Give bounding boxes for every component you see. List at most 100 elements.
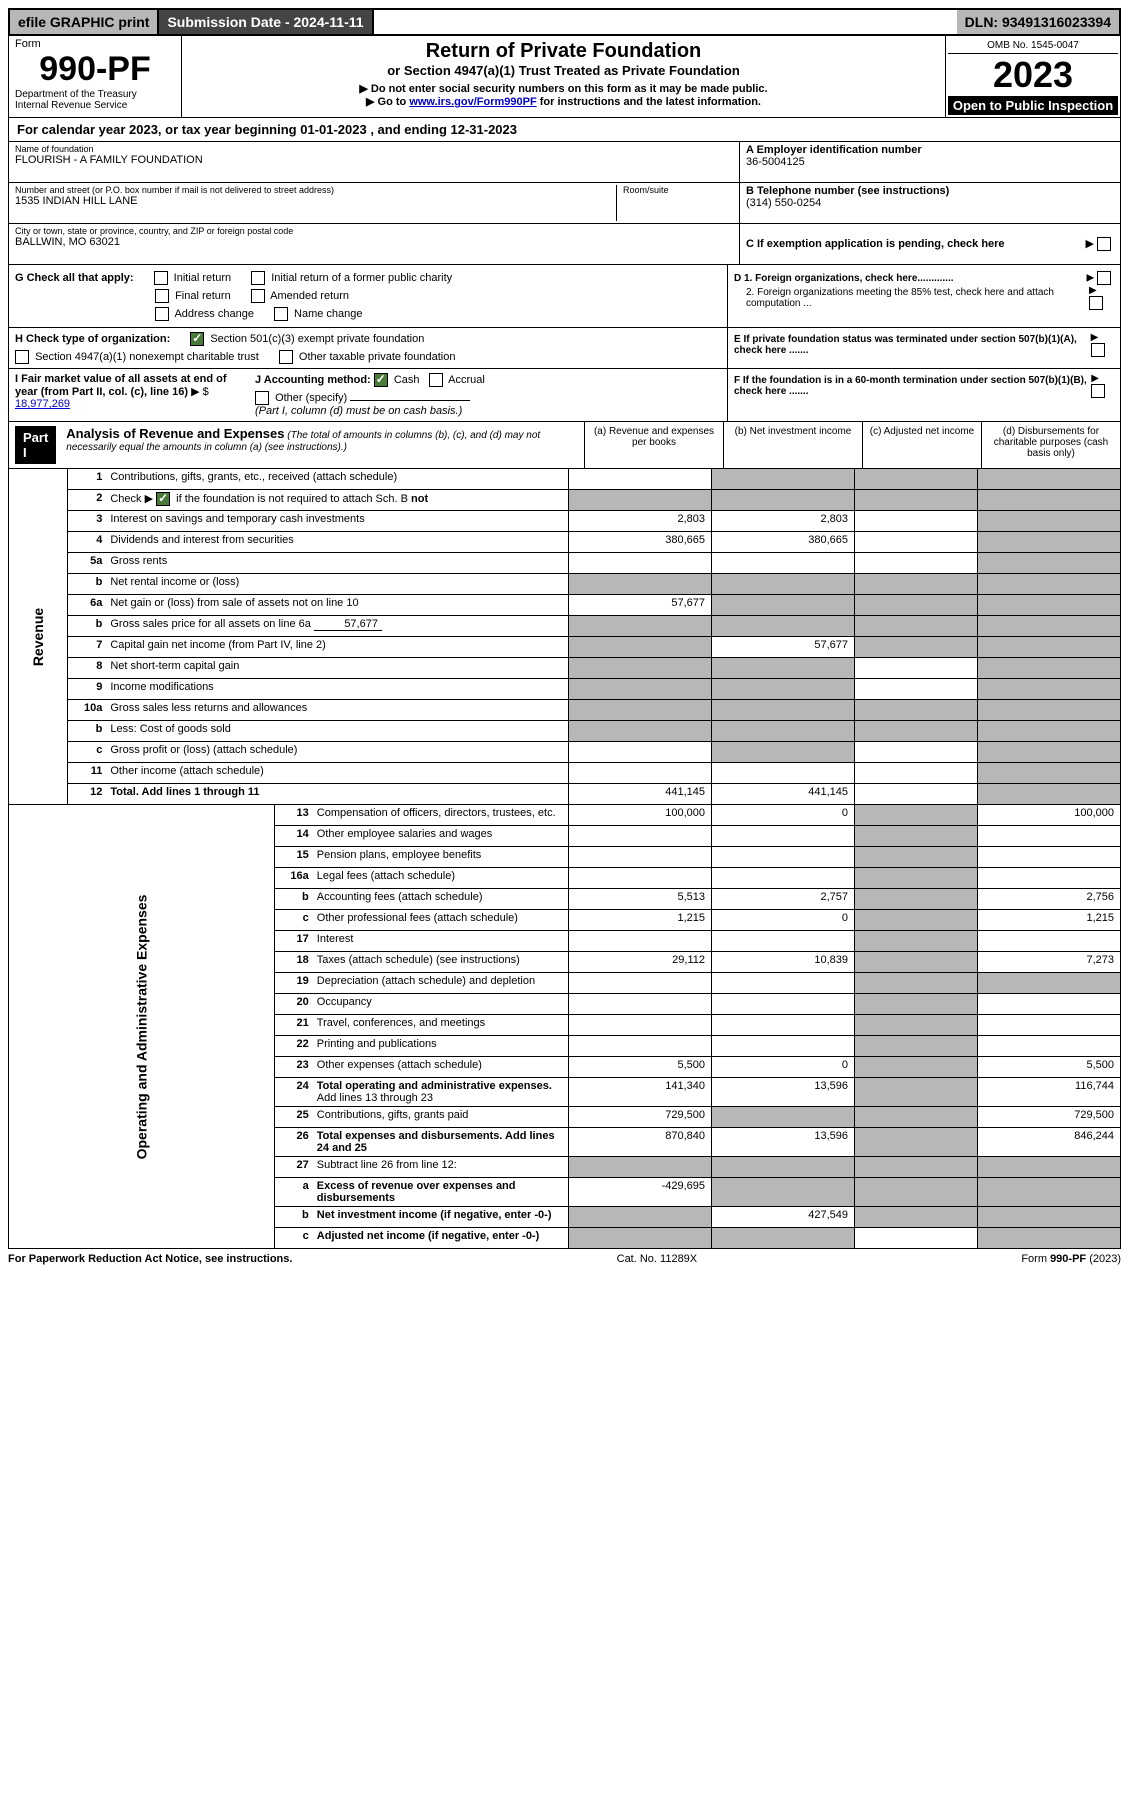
form-header: Form 990-PF Department of the Treasury I… — [8, 36, 1121, 118]
l23b: 0 — [711, 1057, 854, 1077]
d1-label: D 1. Foreign organizations, check here..… — [734, 273, 954, 284]
f-checkbox[interactable] — [1091, 384, 1105, 398]
phone: (314) 550-0254 — [746, 197, 1114, 209]
l25d: 729,500 — [977, 1107, 1120, 1127]
f-label: F If the foundation is in a 60-month ter… — [734, 375, 1091, 397]
c-checkbox[interactable] — [1097, 237, 1111, 251]
i-amt-pre: ▶ $ — [191, 386, 209, 398]
l4b: 380,665 — [711, 532, 854, 552]
l1: Contributions, gifts, grants, etc., rece… — [106, 469, 568, 489]
foundation-name: FLOURISH - A FAMILY FOUNDATION — [15, 154, 733, 166]
j-other-line — [350, 400, 470, 401]
j-other-checkbox[interactable] — [255, 391, 269, 405]
l16b: Accounting fees (attach schedule) — [313, 889, 568, 909]
address: 1535 INDIAN HILL LANE — [15, 195, 610, 207]
form990pf-link[interactable]: www.irs.gov/Form990PF — [409, 96, 536, 108]
l10b: Less: Cost of goods sold — [106, 721, 568, 741]
l2-checkbox[interactable] — [156, 492, 170, 506]
j-note: (Part I, column (d) must be on cash basi… — [255, 405, 485, 417]
h-4947-checkbox[interactable] — [15, 350, 29, 364]
h-501-checkbox[interactable] — [190, 332, 204, 346]
revenue-table: Revenue 1Contributions, gifts, grants, e… — [8, 469, 1121, 805]
e-checkbox[interactable] — [1091, 343, 1105, 357]
l16ba: 5,513 — [568, 889, 711, 909]
omb: OMB No. 1545-0047 — [948, 38, 1118, 54]
g-amended-checkbox[interactable] — [251, 289, 265, 303]
e-label: E If private foundation status was termi… — [734, 334, 1091, 356]
d1-checkbox[interactable] — [1097, 271, 1111, 285]
j-label: J Accounting method: — [255, 374, 371, 386]
l18a: 29,112 — [568, 952, 711, 972]
c-row: C If exemption application is pending, c… — [740, 224, 1120, 264]
g-addr: Address change — [174, 308, 254, 320]
j-cash-checkbox[interactable] — [374, 373, 388, 387]
l23: Other expenses (attach schedule) — [313, 1057, 568, 1077]
calendar-year: For calendar year 2023, or tax year begi… — [8, 118, 1121, 142]
name-label: Name of foundation — [15, 144, 733, 154]
l27bb: 427,549 — [711, 1207, 854, 1227]
revenue-side-label: Revenue — [9, 469, 68, 804]
phone-row: B Telephone number (see instructions) (3… — [740, 183, 1120, 224]
year-box: OMB No. 1545-0047 2023 Open to Public In… — [946, 36, 1120, 117]
l27aa: -429,695 — [568, 1178, 711, 1206]
l26a: 870,840 — [568, 1128, 711, 1156]
l10a: Gross sales less returns and allowances — [106, 700, 568, 720]
j-section: J Accounting method: Cash Accrual Other … — [255, 373, 485, 417]
l16a: Legal fees (attach schedule) — [313, 868, 568, 888]
j-accrual-checkbox[interactable] — [429, 373, 443, 387]
g-name-checkbox[interactable] — [274, 307, 288, 321]
l3: Interest on savings and temporary cash i… — [106, 511, 568, 531]
l21: Travel, conferences, and meetings — [313, 1015, 568, 1035]
l20: Occupancy — [313, 994, 568, 1014]
l5a: Gross rents — [106, 553, 568, 573]
j-cash: Cash — [394, 374, 420, 386]
l16ca: 1,215 — [568, 910, 711, 930]
h-other: Other taxable private foundation — [299, 351, 456, 363]
g-final-checkbox[interactable] — [155, 289, 169, 303]
g-initial-former: Initial return of a former public charit… — [271, 272, 452, 284]
l13a: 100,000 — [568, 805, 711, 825]
g-initial-former-checkbox[interactable] — [251, 271, 265, 285]
expenses-table: Operating and Administrative Expenses 13… — [8, 805, 1121, 1249]
g-amended: Amended return — [270, 290, 349, 302]
l2: Check ▶ if the foundation is not require… — [106, 490, 568, 510]
g-initial-checkbox[interactable] — [154, 271, 168, 285]
irs: Internal Revenue Service — [15, 100, 175, 111]
l24b: 13,596 — [711, 1078, 854, 1106]
l27c: Adjusted net income (if negative, enter … — [313, 1228, 568, 1248]
footer-right: Form 990-PF (2023) — [1021, 1253, 1121, 1265]
l6a: Net gain or (loss) from sale of assets n… — [106, 595, 568, 615]
l25a: 729,500 — [568, 1107, 711, 1127]
l24d: 116,744 — [977, 1078, 1120, 1106]
dept: Department of the Treasury — [15, 89, 175, 100]
l14: Other employee salaries and wages — [313, 826, 568, 846]
l13b: 0 — [711, 805, 854, 825]
h-e-section: H Check type of organization: Section 50… — [8, 328, 1121, 369]
ein: 36-5004125 — [746, 156, 1114, 168]
header-bar: efile GRAPHIC print Submission Date - 20… — [8, 8, 1121, 36]
h-other-checkbox[interactable] — [279, 350, 293, 364]
i-amount-link[interactable]: 18,977,269 — [15, 398, 70, 410]
room-label: Room/suite — [623, 185, 733, 195]
addr-label: Number and street (or P.O. box number if… — [15, 185, 610, 195]
tax-year: 2023 — [948, 54, 1118, 96]
city: BALLWIN, MO 63021 — [15, 236, 733, 248]
l4a: 380,665 — [568, 532, 711, 552]
l7: Capital gain net income (from Part IV, l… — [106, 637, 568, 657]
g-addr-checkbox[interactable] — [155, 307, 169, 321]
ij-section: I Fair market value of all assets at end… — [9, 369, 727, 421]
submission-date: Submission Date - 2024-11-11 — [159, 10, 373, 34]
footer-left: For Paperwork Reduction Act Notice, see … — [8, 1253, 292, 1265]
l23a: 5,500 — [568, 1057, 711, 1077]
l10c: Gross profit or (loss) (attach schedule) — [106, 742, 568, 762]
l26d: 846,244 — [977, 1128, 1120, 1156]
l26b: 13,596 — [711, 1128, 854, 1156]
open-to-public: Open to Public Inspection — [948, 96, 1118, 115]
dln: DLN: 93491316023394 — [957, 10, 1119, 34]
ein-label: A Employer identification number — [746, 144, 1114, 156]
col-a-header: (a) Revenue and expenses per books — [584, 422, 723, 468]
l6b-amt: 57,677 — [314, 618, 382, 631]
identity-section: Name of foundation FLOURISH - A FAMILY F… — [8, 142, 1121, 265]
d2-label: 2. Foreign organizations meeting the 85%… — [734, 287, 1089, 309]
d2-checkbox[interactable] — [1089, 296, 1103, 310]
